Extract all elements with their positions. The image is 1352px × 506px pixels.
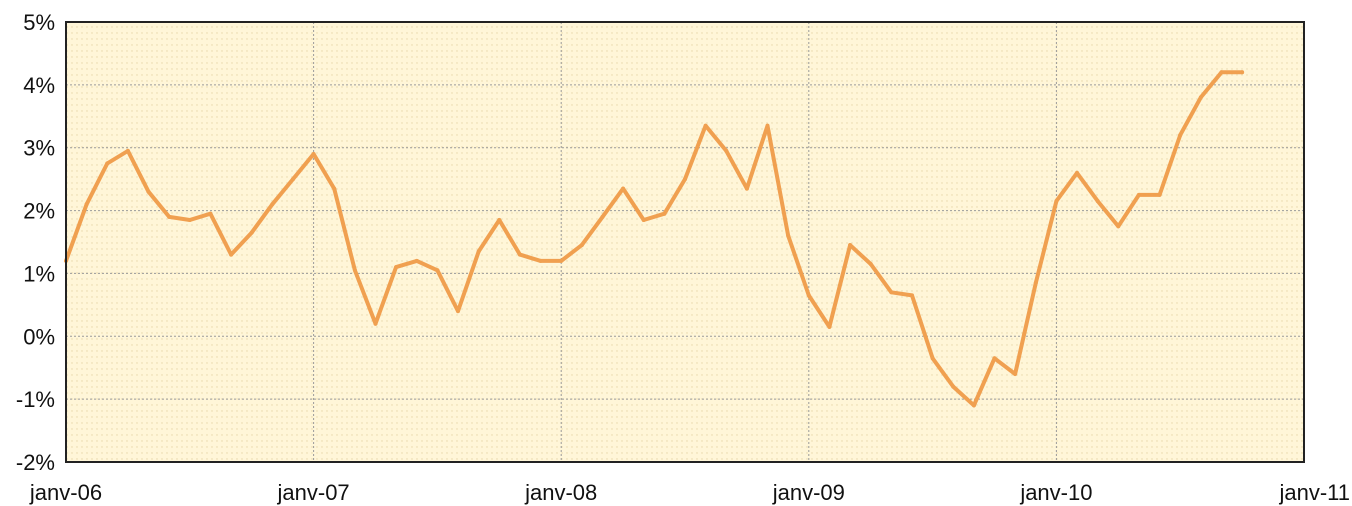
data-point [270, 202, 275, 207]
data-point [1013, 372, 1018, 376]
data-point [332, 186, 337, 191]
data-point [1157, 192, 1162, 197]
data-point [827, 324, 832, 329]
y-tick-label: -1% [16, 387, 55, 412]
data-point [311, 152, 316, 156]
data-point [600, 214, 605, 219]
data-point [497, 218, 502, 222]
data-point [1054, 199, 1059, 204]
data-point [806, 293, 811, 298]
x-tick-label: janv-07 [277, 480, 350, 505]
x-tick-label: janv-09 [772, 480, 845, 505]
data-point [868, 262, 873, 266]
data-point [1136, 192, 1141, 197]
data-point [517, 252, 522, 257]
y-tick-label: 1% [23, 261, 55, 286]
data-point [848, 243, 853, 248]
y-tick-label: 0% [23, 324, 55, 349]
data-point [1095, 199, 1100, 204]
data-point [930, 356, 935, 361]
data-point [249, 230, 254, 235]
series-line [64, 70, 1245, 408]
data-point [641, 218, 646, 222]
data-point [724, 148, 729, 153]
grid-lines [66, 22, 1304, 462]
data-point [414, 258, 419, 263]
data-point [1116, 224, 1121, 229]
data-point [105, 161, 110, 166]
x-tick-label: janv-11 [1278, 480, 1350, 505]
data-point [744, 186, 749, 191]
y-tick-label: 4% [23, 73, 55, 98]
data-point [703, 123, 708, 128]
data-point [1219, 70, 1224, 75]
data-point [1033, 280, 1038, 285]
data-point [187, 218, 192, 222]
y-tick-label: 2% [23, 199, 55, 224]
data-point [683, 177, 687, 182]
plot-background [66, 22, 1304, 462]
data-point [456, 309, 460, 314]
data-point [435, 268, 440, 273]
y-tick-label: 5% [23, 10, 55, 35]
y-tick-label: -2% [16, 450, 55, 475]
data-point [621, 186, 626, 191]
data-point [910, 293, 914, 298]
data-point [1198, 95, 1203, 100]
data-point [559, 258, 564, 263]
data-point [208, 211, 213, 216]
data-point [1178, 133, 1183, 138]
x-tick-label: janv-08 [524, 480, 597, 505]
data-point [765, 123, 770, 128]
data-point [1240, 70, 1245, 75]
data-point [167, 214, 172, 219]
x-tick-label: janv-10 [1019, 480, 1092, 505]
data-point [394, 265, 399, 270]
x-axis-ticks: janv-06 janv-07 janv-08 janv-09 janv-10 janv-… [29, 480, 1350, 505]
data-point [373, 321, 378, 326]
data-point [951, 384, 956, 389]
data-point [971, 403, 976, 408]
data-point [291, 177, 295, 182]
data-point [125, 148, 130, 153]
data-point [1075, 170, 1079, 175]
x-tick-label: janv-06 [29, 480, 102, 505]
data-point [146, 189, 151, 194]
plot-frame [65, 21, 1305, 463]
data-point [889, 290, 894, 295]
data-point [84, 202, 89, 207]
data-point [662, 211, 667, 216]
data-point [229, 252, 234, 257]
data-point [579, 243, 584, 248]
data-point [476, 249, 481, 254]
data-point [538, 258, 543, 263]
data-point [786, 233, 791, 238]
series-line-group [64, 70, 1245, 408]
data-point [992, 356, 997, 361]
data-point [352, 268, 357, 273]
y-axis-ticks: -2% -1% 0% 1% 2% 3% 4% 5% [16, 10, 55, 475]
y-tick-label: 3% [23, 136, 55, 161]
